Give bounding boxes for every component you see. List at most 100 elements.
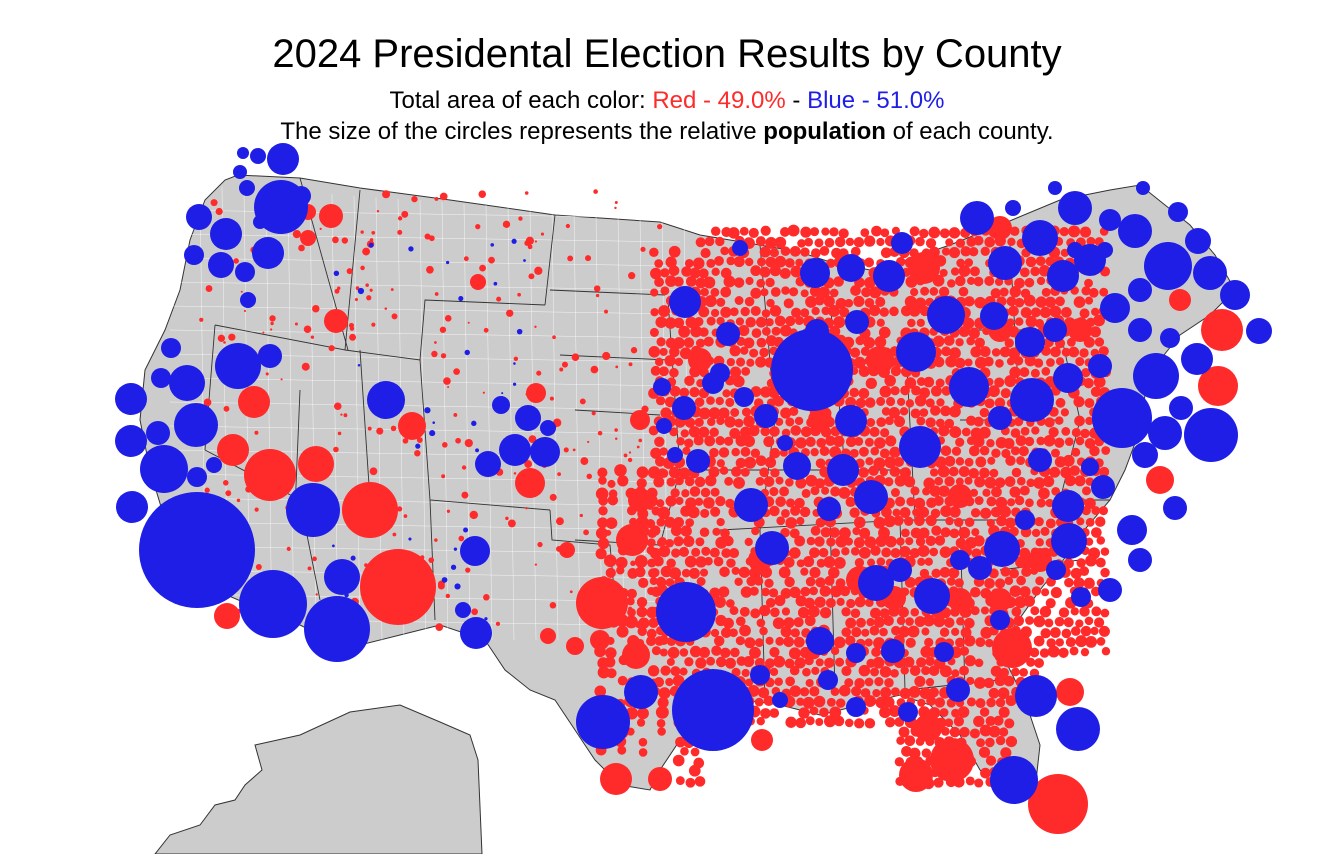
- red-county-circle: [994, 578, 1006, 589]
- red-county-circle: [878, 326, 891, 339]
- red-county-circle: [647, 466, 661, 479]
- red-county-circle: [838, 486, 851, 499]
- red-county-circle: [774, 255, 787, 268]
- red-county-circle: [769, 305, 782, 317]
- red-county-circle: [973, 235, 984, 246]
- red-county-circle: [637, 707, 649, 720]
- red-county-circle: [656, 337, 666, 347]
- red-county-circle: [809, 285, 822, 297]
- red-county-circle: [729, 366, 742, 378]
- red-county-circle: [628, 488, 652, 512]
- blue-county-circle: [988, 246, 1022, 280]
- red-county-circle: [876, 557, 886, 566]
- red-county-circle: [986, 697, 996, 708]
- red-county-circle: [751, 328, 762, 338]
- red-county-circle: [806, 536, 816, 546]
- red-county-circle: [889, 466, 901, 477]
- red-county-circle: [795, 258, 804, 267]
- red-county-circle: [769, 426, 780, 437]
- red-county-circle: [903, 656, 915, 668]
- red-county-circle: [401, 210, 409, 218]
- red-county-circle: [1050, 587, 1062, 599]
- red-county-circle: [695, 338, 706, 348]
- red-county-circle: [566, 637, 584, 655]
- red-county-circle: [849, 387, 859, 398]
- blue-county-circle: [458, 296, 464, 302]
- red-county-circle: [1085, 554, 1097, 567]
- blue-county-circle: [1015, 675, 1057, 717]
- red-county-circle: [920, 286, 930, 296]
- red-county-circle: [240, 290, 243, 293]
- red-county-circle: [990, 506, 1002, 518]
- red-county-circle: [665, 578, 675, 587]
- red-county-circle: [1044, 618, 1054, 628]
- red-county-circle: [199, 317, 204, 322]
- red-county-circle: [731, 466, 742, 477]
- red-county-circle: [910, 527, 922, 539]
- red-county-circle: [969, 728, 980, 739]
- red-county-circle: [1049, 466, 1061, 478]
- red-county-circle: [784, 258, 795, 268]
- blue-county-circle: [208, 252, 234, 278]
- red-county-circle: [1099, 287, 1109, 297]
- red-county-circle: [1044, 417, 1055, 428]
- red-county-circle: [1031, 426, 1040, 435]
- red-county-circle: [1014, 417, 1024, 427]
- red-county-circle: [979, 407, 990, 418]
- red-county-circle: [402, 438, 409, 444]
- red-county-circle: [931, 525, 942, 536]
- red-county-circle: [780, 588, 792, 599]
- red-county-circle: [746, 358, 755, 367]
- blue-county-circle: [990, 756, 1038, 804]
- red-county-circle: [980, 767, 991, 779]
- red-county-circle: [699, 327, 709, 337]
- red-county-circle: [1079, 308, 1090, 319]
- red-county-circle: [789, 406, 799, 417]
- red-county-circle: [215, 207, 223, 216]
- red-county-circle: [1025, 315, 1038, 328]
- red-county-circle: [948, 466, 959, 477]
- red-county-circle: [853, 516, 866, 529]
- red-county-circle: [678, 467, 691, 480]
- red-county-circle: [885, 416, 894, 426]
- red-county-circle: [750, 608, 761, 619]
- red-county-circle: [785, 315, 796, 327]
- red-county-circle: [861, 628, 870, 637]
- red-county-circle: [458, 535, 465, 542]
- blue-county-circle: [1132, 442, 1158, 468]
- red-county-circle: [785, 676, 796, 687]
- red-county-circle: [929, 287, 939, 296]
- red-county-circle: [884, 374, 896, 387]
- red-county-circle: [1005, 455, 1016, 466]
- blue-county-circle: [800, 258, 830, 288]
- red-county-circle: [360, 549, 436, 625]
- red-county-circle: [829, 288, 839, 298]
- red-county-circle: [1021, 566, 1032, 577]
- red-county-circle: [805, 474, 818, 487]
- state-border: [359, 349, 371, 501]
- county-line: [485, 205, 493, 641]
- red-county-circle: [590, 365, 599, 374]
- red-county-circle: [607, 479, 616, 488]
- red-county-circle: [657, 506, 671, 520]
- red-county-circle: [269, 315, 276, 322]
- red-county-circle: [974, 496, 984, 506]
- red-county-circle: [968, 246, 979, 257]
- red-county-circle: [700, 247, 711, 259]
- blue-county-circle: [1098, 578, 1122, 602]
- red-county-circle: [1075, 436, 1085, 446]
- red-county-circle: [1061, 307, 1072, 318]
- red-county-circle: [894, 757, 905, 767]
- blue-county-circle: [734, 488, 768, 522]
- red-county-circle: [750, 448, 761, 458]
- red-county-circle: [884, 678, 894, 688]
- red-county-circle: [312, 556, 317, 562]
- red-county-circle: [956, 258, 965, 268]
- red-county-circle: [915, 536, 926, 547]
- red-county-circle: [811, 306, 820, 316]
- red-county-circle: [1011, 606, 1022, 617]
- red-county-circle: [964, 258, 974, 267]
- blue-county-circle: [772, 692, 788, 708]
- red-county-circle: [1079, 226, 1092, 238]
